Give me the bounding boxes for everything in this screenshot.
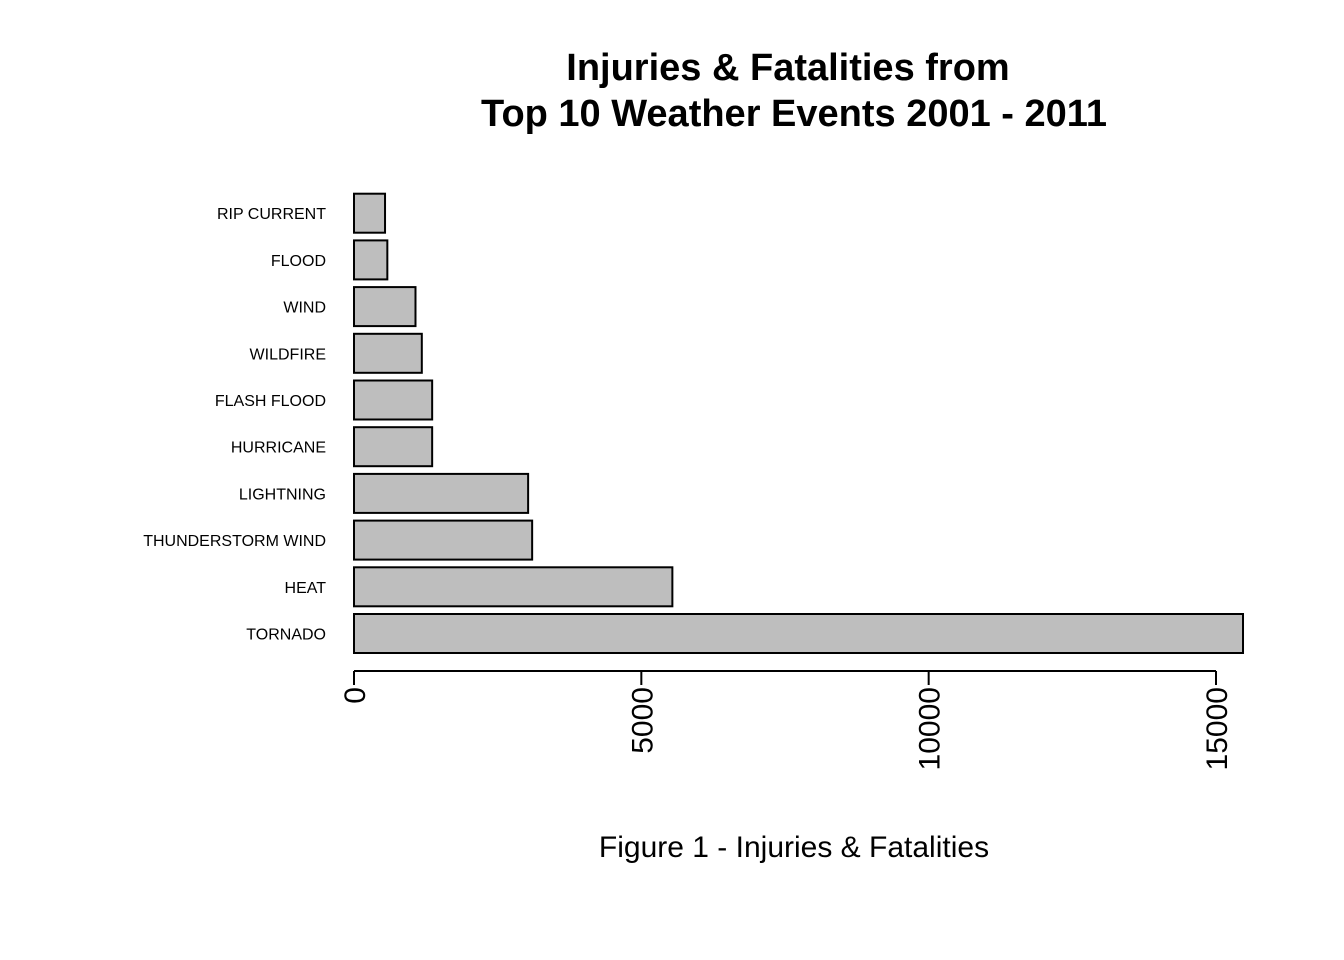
x-tick-label-0: 0 [339, 687, 372, 704]
category-label-rip-current: RIP CURRENT [217, 206, 326, 223]
bar-flash-flood [353, 379, 434, 421]
bars-layer [353, 192, 1245, 654]
bar-wind [353, 286, 417, 328]
category-label-flash-flood: FLASH FLOOD [215, 393, 326, 410]
category-labels: TORNADO HEAT THUNDERSTORM WIND LIGHTNING HUR… [143, 206, 326, 643]
category-label-flood: FLOOD [271, 253, 326, 270]
bar-hurricane [353, 426, 434, 468]
x-tick-label-10000: 10000 [914, 687, 947, 770]
bar-wildfire [353, 332, 423, 374]
x-axis: 0 5000 10000 15000 [339, 670, 1234, 770]
bar-tornado [353, 613, 1245, 654]
category-label-wildfire: WILDFIRE [250, 346, 326, 363]
bar-thunderstorm-wind [353, 519, 534, 561]
x-tick-label-15000: 15000 [1201, 687, 1234, 770]
chart-title: Injuries & Fatalities from Top 10 Weathe… [481, 47, 1107, 135]
category-label-heat: HEAT [285, 580, 327, 597]
bar-lightning [353, 472, 530, 514]
category-label-tornado: TORNADO [246, 627, 326, 644]
bar-rip-current [353, 192, 387, 234]
chart-title-line-1: Injuries & Fatalities from [566, 47, 1009, 89]
category-label-thunderstorm-wind: THUNDERSTORM WIND [143, 533, 326, 550]
chart-title-line-2: Top 10 Weather Events 2001 - 2011 [481, 93, 1107, 135]
x-axis-label: Figure 1 - Injuries & Fatalities [599, 831, 989, 864]
bar-flood [353, 239, 389, 281]
category-label-wind: WIND [283, 300, 326, 317]
x-tick-label-5000: 5000 [626, 687, 659, 754]
category-label-hurricane: HURRICANE [231, 440, 326, 457]
category-label-lightning: LIGHTNING [239, 486, 326, 503]
bar-heat [353, 566, 674, 608]
